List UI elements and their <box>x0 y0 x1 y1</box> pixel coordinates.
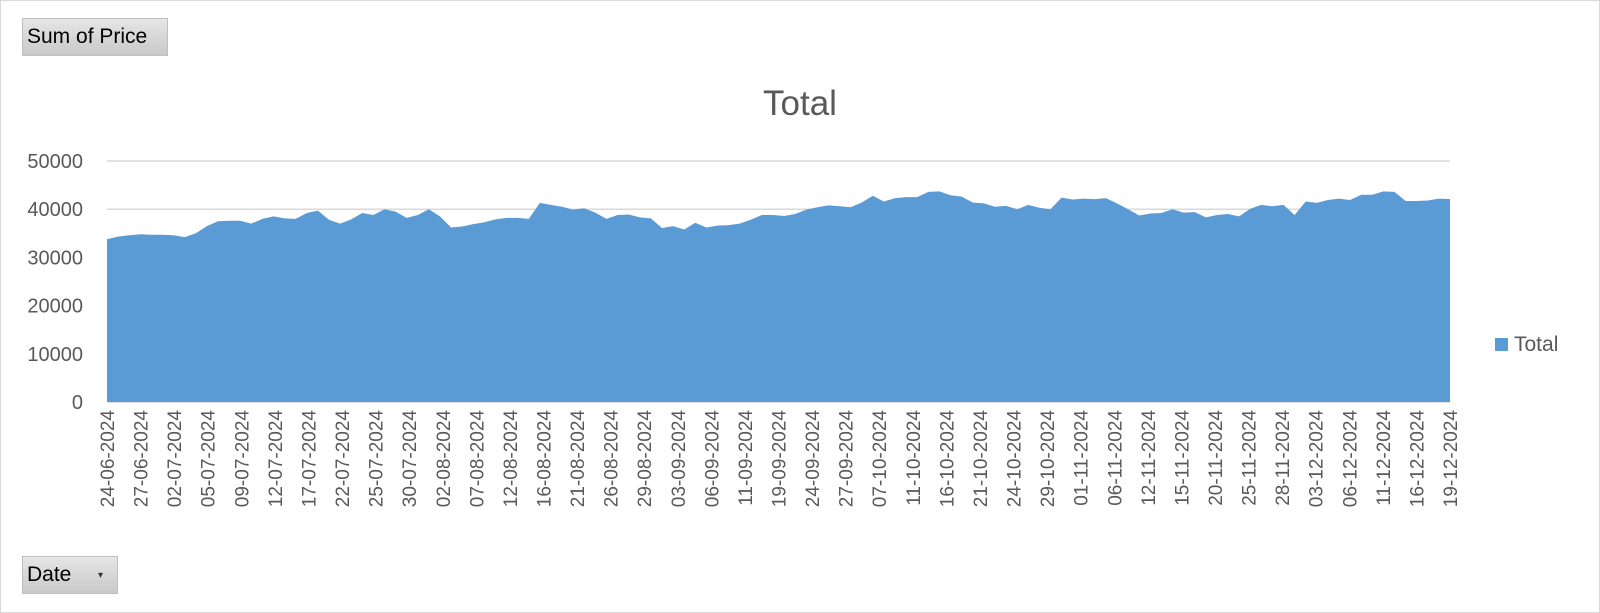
chart-title: Total <box>763 84 837 123</box>
y-axis: 0 10000 20000 30000 40000 50000 <box>27 151 83 414</box>
x-tick-label: 07-08-2024 <box>467 410 488 508</box>
x-tick-label: 16-10-2024 <box>937 410 958 508</box>
x-tick-label: 21-10-2024 <box>971 410 992 508</box>
axis-field-label: Date <box>27 563 72 586</box>
x-tick-label: 20-11-2024 <box>1206 410 1227 506</box>
x-tick-label: 09-07-2024 <box>232 410 253 508</box>
x-tick-label: 06-09-2024 <box>702 410 723 508</box>
x-tick-label: 27-06-2024 <box>132 410 153 508</box>
values-field-button[interactable]: Sum of Price <box>22 18 168 56</box>
x-tick-label: 02-07-2024 <box>165 410 186 508</box>
x-tick-label: 11-09-2024 <box>736 410 757 506</box>
legend-swatch <box>1495 338 1508 351</box>
x-tick-label: 22-07-2024 <box>333 410 354 508</box>
x-tick-label: 30-07-2024 <box>400 410 421 508</box>
plot-area <box>107 191 1450 402</box>
x-tick-label: 24-09-2024 <box>803 410 824 508</box>
x-tick-label: 06-12-2024 <box>1340 410 1361 508</box>
axis-field-button[interactable]: Date ▾ <box>22 556 118 594</box>
y-tick-label: 30000 <box>27 247 83 269</box>
x-tick-label: 03-09-2024 <box>669 410 690 508</box>
x-tick-label: 01-11-2024 <box>1072 410 1093 506</box>
area-series-total <box>107 191 1450 402</box>
x-tick-label: 24-10-2024 <box>1005 410 1026 508</box>
x-tick-label: 12-08-2024 <box>501 410 522 508</box>
x-tick-label: 11-10-2024 <box>904 410 925 506</box>
x-tick-label: 28-11-2024 <box>1273 410 1294 506</box>
x-tick-label: 29-10-2024 <box>1038 410 1059 508</box>
x-tick-label: 19-12-2024 <box>1441 410 1462 508</box>
x-tick-label: 11-12-2024 <box>1374 410 1395 506</box>
x-tick-label: 21-08-2024 <box>568 410 589 508</box>
legend: Total <box>1495 333 1558 356</box>
x-tick-label: 06-11-2024 <box>1105 410 1126 506</box>
x-tick-label: 02-08-2024 <box>434 410 455 508</box>
x-tick-label: 25-11-2024 <box>1240 410 1261 506</box>
x-tick-label: 25-07-2024 <box>367 410 388 508</box>
x-tick-label: 16-12-2024 <box>1407 410 1428 508</box>
x-tick-label: 19-09-2024 <box>770 410 791 508</box>
values-field-label: Sum of Price <box>27 25 148 48</box>
x-tick-label: 12-07-2024 <box>266 410 287 508</box>
x-tick-label: 24-06-2024 <box>98 410 119 508</box>
dropdown-arrow-icon[interactable]: ▾ <box>97 569 103 581</box>
legend-label: Total <box>1514 333 1558 356</box>
x-tick-label: 26-08-2024 <box>602 410 623 508</box>
x-tick-label: 15-11-2024 <box>1172 410 1193 506</box>
x-tick-label: 05-07-2024 <box>199 410 220 508</box>
x-tick-label: 12-11-2024 <box>1139 410 1160 506</box>
x-tick-label: 07-10-2024 <box>870 410 891 508</box>
x-axis: 24-06-2024 27-06-2024 02-07-2024 05-07-2024… <box>98 410 1462 508</box>
y-tick-label: 20000 <box>27 296 83 318</box>
x-tick-label: 29-08-2024 <box>635 410 656 508</box>
y-tick-label: 10000 <box>27 344 83 366</box>
y-tick-label: 0 <box>72 392 83 414</box>
x-tick-label: 16-08-2024 <box>535 410 556 508</box>
y-tick-label: 50000 <box>27 151 83 173</box>
x-tick-label: 17-07-2024 <box>299 410 320 508</box>
y-tick-label: 40000 <box>27 199 83 221</box>
x-tick-label: 03-12-2024 <box>1307 410 1328 508</box>
x-tick-label: 27-09-2024 <box>837 410 858 508</box>
